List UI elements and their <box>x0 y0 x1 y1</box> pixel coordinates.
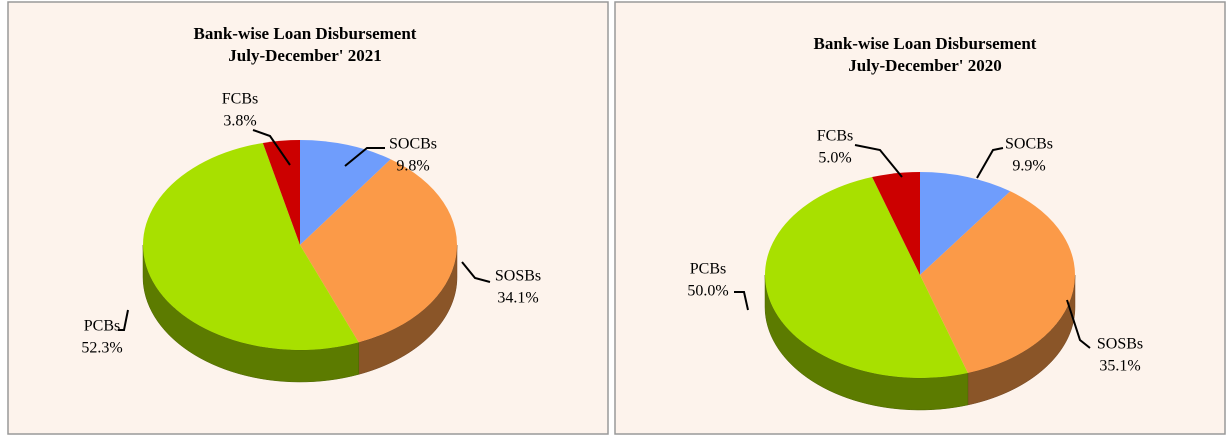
value-label: 52.3% <box>81 340 122 357</box>
category-label: SOSBs <box>495 268 541 285</box>
category-label: FCBs <box>222 91 258 108</box>
category-label: SOSBs <box>1097 336 1143 353</box>
slice <box>143 142 359 350</box>
value-label: 35.1% <box>1099 358 1140 375</box>
value-label: 50.0% <box>687 283 728 300</box>
category-label: PCBs <box>690 261 726 278</box>
leader-line <box>461 261 491 283</box>
slice <box>300 159 458 343</box>
slice <box>920 171 1011 275</box>
leader-line <box>252 129 291 166</box>
value-label: 5.0% <box>818 150 851 167</box>
slice <box>262 140 300 245</box>
leader-line <box>734 291 749 311</box>
category-label: FCBs <box>817 128 853 145</box>
chart-title: Bank-wise Loan Disbursement <box>194 24 417 43</box>
leader-line <box>976 147 1004 179</box>
leader-line <box>1066 299 1091 349</box>
value-label: 9.9% <box>1012 158 1045 175</box>
slice <box>872 172 920 275</box>
slice <box>920 191 1075 373</box>
leader-line <box>118 309 129 331</box>
category-label: PCBs <box>84 318 120 335</box>
slice <box>300 140 391 245</box>
chart-subtitle: July-December' 2021 <box>228 46 381 65</box>
value-label: 34.1% <box>497 290 538 307</box>
chart-title: Bank-wise Loan Disbursement <box>814 34 1037 53</box>
leader-line <box>854 144 903 178</box>
category-label: SOCBs <box>1005 136 1053 153</box>
value-label: 9.8% <box>396 158 429 175</box>
category-label: SOCBs <box>389 136 437 153</box>
value-label: 3.8% <box>223 113 256 130</box>
slice <box>765 177 968 378</box>
chart-subtitle: July-December' 2020 <box>848 56 1001 75</box>
leader-line <box>344 147 385 167</box>
